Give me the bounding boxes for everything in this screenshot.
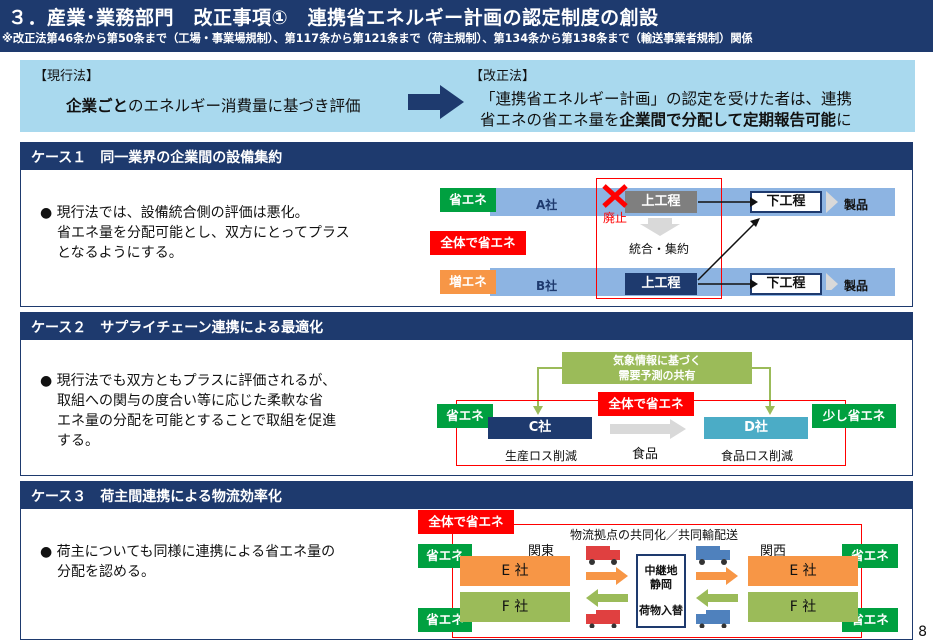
case1-b-upstream: 上工程: [625, 273, 697, 295]
company-f-right: F 社: [748, 592, 858, 622]
case1-a-upstream: 上工程: [625, 191, 697, 213]
food-flow-arrow: [610, 419, 686, 439]
case3-bullet: ● 荷主についても同様に連携による省エネ量の 分配を認める。: [40, 544, 336, 580]
food-label: 食品: [632, 447, 659, 462]
case2-saving-tag: 省エネ: [437, 404, 493, 428]
case1-b-downstream: 下工程: [750, 273, 822, 295]
weather-info-box: 気象情報に基づく 需要予測の共有: [562, 352, 752, 384]
case1-b-product: 製品: [844, 279, 869, 293]
current-law-label: 【現行法】: [34, 69, 100, 84]
case1-total-tag: 全体で省エネ: [430, 231, 526, 255]
case1-increase-tag: 増エネ: [440, 270, 496, 294]
company-e-right: E 社: [748, 556, 858, 586]
revised-law-label: 【改正法】: [470, 69, 536, 84]
case1-title-bar: ケース１ 同一業界の企業間の設備集約: [20, 142, 913, 170]
company-a-label: A社: [536, 198, 558, 212]
case1-flow-arrows: [697, 191, 838, 290]
right-logistics-icons: [696, 546, 738, 628]
company-b-label: B社: [536, 279, 558, 293]
c-caption: 生産ロス削減: [505, 449, 578, 463]
case1-a-product: 製品: [844, 198, 869, 212]
case3-title-bar: ケース３ 荷主間連携による物流効率化: [20, 481, 913, 509]
company-e-left: E 社: [460, 556, 570, 586]
company-c-box: C社: [488, 417, 592, 439]
case2-small-saving-tag: 少し省エネ: [812, 404, 896, 428]
truck-icon: [586, 610, 620, 628]
truck-icon: [586, 546, 620, 565]
abolished-label: 廃止: [603, 211, 628, 225]
case3-e-left-tag: 省エネ: [418, 544, 472, 568]
page-title: ３．産業･業務部門 改正事項① 連携省エネルギー計画の認定制度の創設: [8, 7, 659, 29]
case2-share-arrows: [533, 367, 775, 415]
page-number: 8: [918, 624, 927, 640]
left-logistics-icons: [586, 546, 628, 628]
d-caption: 食品ロス削減: [721, 449, 794, 463]
integration-frame: [596, 178, 722, 299]
revised-law-line1: 「連携省エネルギー計画」の認定を受けた者は、連携: [480, 90, 853, 108]
abolish-x-icon: [602, 184, 628, 208]
page-subtitle: ※改正法第46条から第50条まで（工場・事業場規制）、第117条から第121条ま…: [2, 32, 753, 45]
integration-label: 統合・集約: [629, 242, 690, 256]
case2-bullet: ● 現行法でも双方ともプラスに評価されるが、 取組への関与の度合い等に応じた柔軟…: [40, 373, 337, 449]
case1-a-downstream: 下工程: [750, 191, 822, 213]
header-bar: [0, 0, 933, 52]
company-d-box: D社: [704, 417, 808, 439]
truck-icon: [696, 610, 730, 628]
relay-hub-box: 中継地 静岡 荷物入替: [636, 554, 686, 628]
right-arrow-icon: [408, 85, 464, 119]
case3-total-tag: 全体で省エネ: [418, 510, 514, 534]
kansai-label: 関西: [760, 544, 787, 559]
truck-icon: [696, 546, 730, 565]
current-law-text: 企業ごとのエネルギー消費量に基づき評価: [66, 97, 361, 115]
case3-f-left-tag: 省エネ: [418, 608, 472, 632]
law-comparison-box: [20, 60, 915, 132]
down-arrow-icon: [640, 218, 680, 236]
case3-frame: [452, 524, 862, 638]
case1-bullet: ● 現行法では、設備統合側の評価は悪化。 省エネ量を分配可能とし、双方にとってプ…: [40, 205, 350, 261]
case1-saving-tag: 省エネ: [440, 188, 496, 212]
shared-logistics-label: 物流拠点の共同化／共同輸配送: [570, 528, 739, 542]
revised-law-line2: 省エネの省エネ量を企業間で分配して定期報告可能に: [480, 111, 852, 129]
case2-title-bar: ケース２ サプライチェーン連携による最適化: [20, 312, 913, 340]
company-f-left: F 社: [460, 592, 570, 622]
case2-total-tag: 全体で省エネ: [598, 392, 694, 416]
kanto-label: 関東: [528, 544, 555, 559]
